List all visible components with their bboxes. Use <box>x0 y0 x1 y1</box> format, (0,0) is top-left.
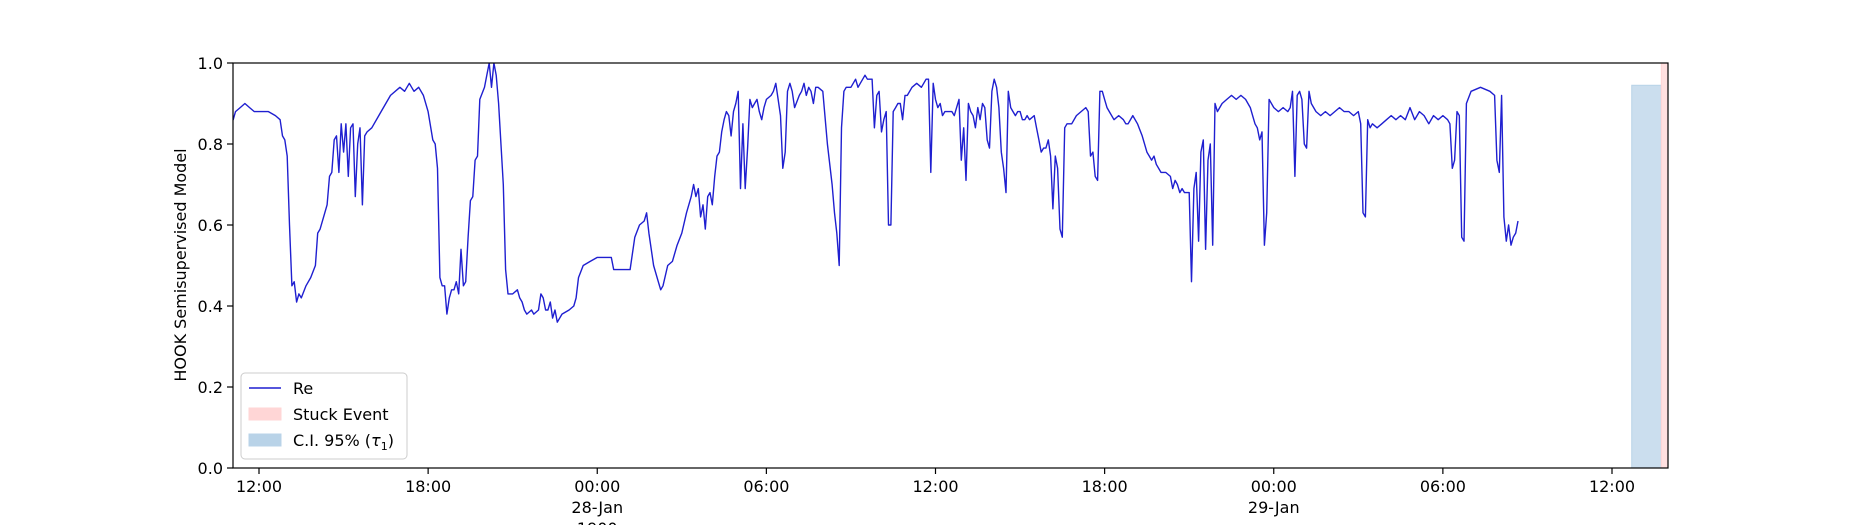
x-tick-label-7: 06:00 <box>1420 477 1466 496</box>
x-tick-label-0: 12:00 <box>236 477 282 496</box>
x-tick-sublabel-2: 28-Jan <box>571 498 623 517</box>
y-tick-label-3: 0.6 <box>198 216 223 235</box>
series-lines <box>233 63 1519 323</box>
y-tick-label-4: 0.8 <box>198 135 223 154</box>
x-tick-label-8: 12:00 <box>1589 477 1635 496</box>
y-tick-label-5: 1.0 <box>198 54 223 73</box>
x-tick-label-5: 18:00 <box>1082 477 1128 496</box>
y-tick-label-0: 0.0 <box>198 459 223 478</box>
y-axis-label: HOOK Semisupervised Model <box>171 148 190 381</box>
axes <box>232 62 1669 469</box>
legend-label-1: Stuck Event <box>293 405 389 424</box>
x-axis-ticks: 12:00 18:00 00:00 28-Jan 1900 06:00 12:00 18:00… <box>236 468 1635 525</box>
x-tick-label-2: 00:00 <box>574 477 620 496</box>
legend-swatch-1 <box>248 407 282 421</box>
y-tick-label-1: 0.2 <box>198 378 223 397</box>
x-tick-label-3: 06:00 <box>743 477 789 496</box>
series-line-0 <box>233 63 1519 323</box>
plot-frame <box>232 62 1669 469</box>
legend-label-2: C.I. 95% (τ1) <box>293 431 394 453</box>
legend-label-0: Re <box>293 379 313 398</box>
shaded-regions <box>1631 63 1668 468</box>
x-tick-label-6: 00:00 <box>1251 477 1297 496</box>
y-axis-ticks: 0.0 0.2 0.4 0.6 0.8 1.0 <box>198 54 233 478</box>
region-1 <box>1660 63 1668 468</box>
x-tick-label-4: 12:00 <box>912 477 958 496</box>
y-tick-label-2: 0.4 <box>198 297 223 316</box>
x-tick-label-1: 18:00 <box>405 477 451 496</box>
legend-swatch-2 <box>248 433 282 447</box>
x-tick-sublabel2-2: 1900 <box>577 519 618 525</box>
region-0 <box>1631 84 1662 468</box>
legend-box <box>240 372 408 460</box>
legend: Re Stuck Event C.I. 95% (τ1) <box>240 372 408 460</box>
x-tick-sublabel-6: 29-Jan <box>1248 498 1300 517</box>
